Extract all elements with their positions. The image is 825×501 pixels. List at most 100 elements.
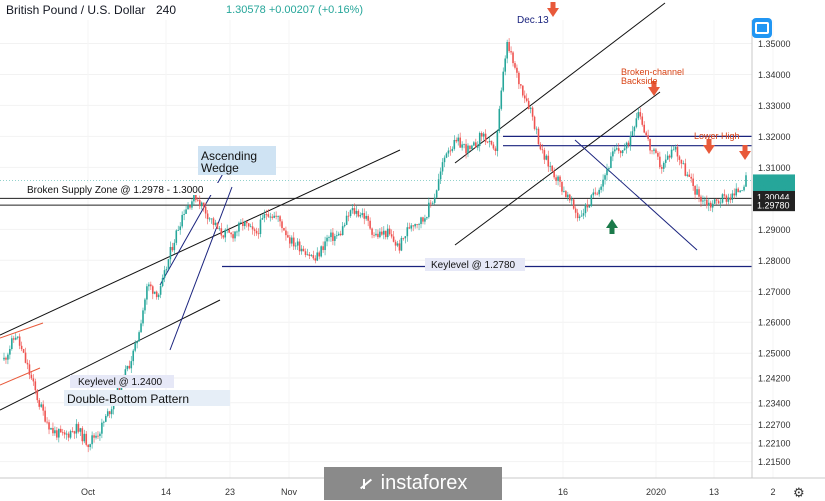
candle-body[interactable] — [289, 237, 291, 244]
candle-body[interactable] — [300, 248, 303, 252]
candle-body[interactable] — [516, 67, 518, 73]
candle-body[interactable] — [429, 202, 432, 204]
candle-body[interactable] — [91, 435, 93, 445]
candle-body[interactable] — [629, 135, 632, 146]
candle-body[interactable] — [559, 176, 561, 182]
candle-body[interactable] — [226, 229, 228, 231]
candle-body[interactable] — [672, 149, 675, 151]
candle-body[interactable] — [9, 348, 11, 355]
candle-body[interactable] — [318, 252, 321, 257]
candle-body[interactable] — [355, 210, 358, 214]
candle-body[interactable] — [443, 157, 446, 163]
candle-body[interactable] — [334, 236, 336, 241]
candle-body[interactable] — [95, 435, 97, 438]
candle-body[interactable] — [512, 52, 514, 64]
candle-body[interactable] — [496, 131, 499, 151]
candle-body[interactable] — [292, 237, 295, 247]
candle-body[interactable] — [273, 215, 275, 218]
candle-body[interactable] — [706, 199, 708, 206]
candle-body[interactable] — [328, 237, 330, 238]
candle-body[interactable] — [543, 150, 546, 160]
candle-body[interactable] — [676, 147, 679, 157]
candle-body[interactable] — [424, 218, 426, 222]
candle-body[interactable] — [433, 197, 436, 203]
candle-body[interactable] — [126, 365, 129, 370]
candle-body[interactable] — [637, 112, 640, 119]
candle-body[interactable] — [93, 435, 95, 438]
settings-gear-icon[interactable]: ⚙ — [793, 485, 805, 500]
candle-body[interactable] — [715, 199, 718, 201]
candle-body[interactable] — [384, 230, 387, 238]
candle-body[interactable] — [77, 423, 80, 432]
candle-body[interactable] — [150, 284, 152, 287]
candle-body[interactable] — [220, 228, 223, 236]
candle-body[interactable] — [666, 155, 669, 160]
candle-body[interactable] — [674, 147, 677, 150]
candle-body[interactable] — [138, 332, 140, 342]
candle-body[interactable] — [486, 141, 489, 143]
candle-body[interactable] — [179, 226, 182, 231]
candle-body[interactable] — [379, 231, 381, 238]
candle-body[interactable] — [441, 162, 444, 172]
candle-body[interactable] — [727, 197, 730, 202]
candle-body[interactable] — [592, 192, 595, 196]
candle-body[interactable] — [275, 215, 277, 217]
candle-body[interactable] — [713, 199, 716, 204]
candle-body[interactable] — [336, 235, 338, 237]
candle-body[interactable] — [144, 299, 146, 311]
candle-body[interactable] — [296, 241, 299, 246]
candle-body[interactable] — [431, 202, 434, 204]
candle-body[interactable] — [610, 156, 612, 169]
candle-body[interactable] — [24, 352, 27, 363]
candle-body[interactable] — [244, 221, 246, 227]
candle-body[interactable] — [189, 205, 191, 208]
candle-body[interactable] — [110, 409, 113, 415]
candle-body[interactable] — [261, 218, 264, 220]
candle-body[interactable] — [612, 151, 614, 157]
candle-body[interactable] — [341, 226, 344, 236]
candle-body[interactable] — [623, 148, 626, 151]
candle-body[interactable] — [725, 195, 728, 202]
candle-body[interactable] — [480, 133, 483, 137]
candle-body[interactable] — [322, 246, 324, 251]
candle-body[interactable] — [363, 213, 366, 219]
candle-body[interactable] — [400, 237, 403, 251]
candle-body[interactable] — [584, 204, 587, 214]
candle-body[interactable] — [457, 137, 460, 142]
candle-body[interactable] — [36, 390, 39, 401]
candle-body[interactable] — [146, 286, 148, 300]
candle-body[interactable] — [302, 248, 305, 252]
candle-body[interactable] — [34, 381, 37, 391]
candle-body[interactable] — [582, 213, 585, 216]
candle-body[interactable] — [688, 174, 691, 177]
candle-body[interactable] — [79, 428, 82, 432]
candle-body[interactable] — [81, 428, 84, 442]
candle-body[interactable] — [426, 217, 428, 219]
candle-body[interactable] — [565, 191, 567, 198]
candle-body[interactable] — [267, 214, 270, 217]
candle-body[interactable] — [130, 361, 133, 369]
candle-body[interactable] — [249, 226, 252, 228]
candle-body[interactable] — [447, 150, 450, 154]
candle-body[interactable] — [537, 128, 540, 145]
candle-body[interactable] — [169, 246, 172, 260]
candle-body[interactable] — [635, 118, 638, 127]
candle-body[interactable] — [662, 162, 665, 169]
candle-body[interactable] — [371, 228, 373, 235]
candle-body[interactable] — [567, 194, 569, 198]
candle-body[interactable] — [20, 345, 23, 350]
candle-body[interactable] — [647, 135, 649, 140]
candle-body[interactable] — [708, 202, 710, 206]
candle-body[interactable] — [625, 142, 628, 149]
candle-body[interactable] — [159, 286, 162, 295]
candle-body[interactable] — [482, 133, 485, 137]
candle-body[interactable] — [586, 204, 589, 208]
candle-body[interactable] — [148, 284, 150, 287]
candle-body[interactable] — [733, 193, 736, 196]
candle-body[interactable] — [522, 85, 524, 96]
candle-body[interactable] — [198, 200, 201, 207]
candle-body[interactable] — [729, 197, 732, 200]
candle-body[interactable] — [71, 431, 74, 432]
candle-body[interactable] — [38, 400, 41, 407]
